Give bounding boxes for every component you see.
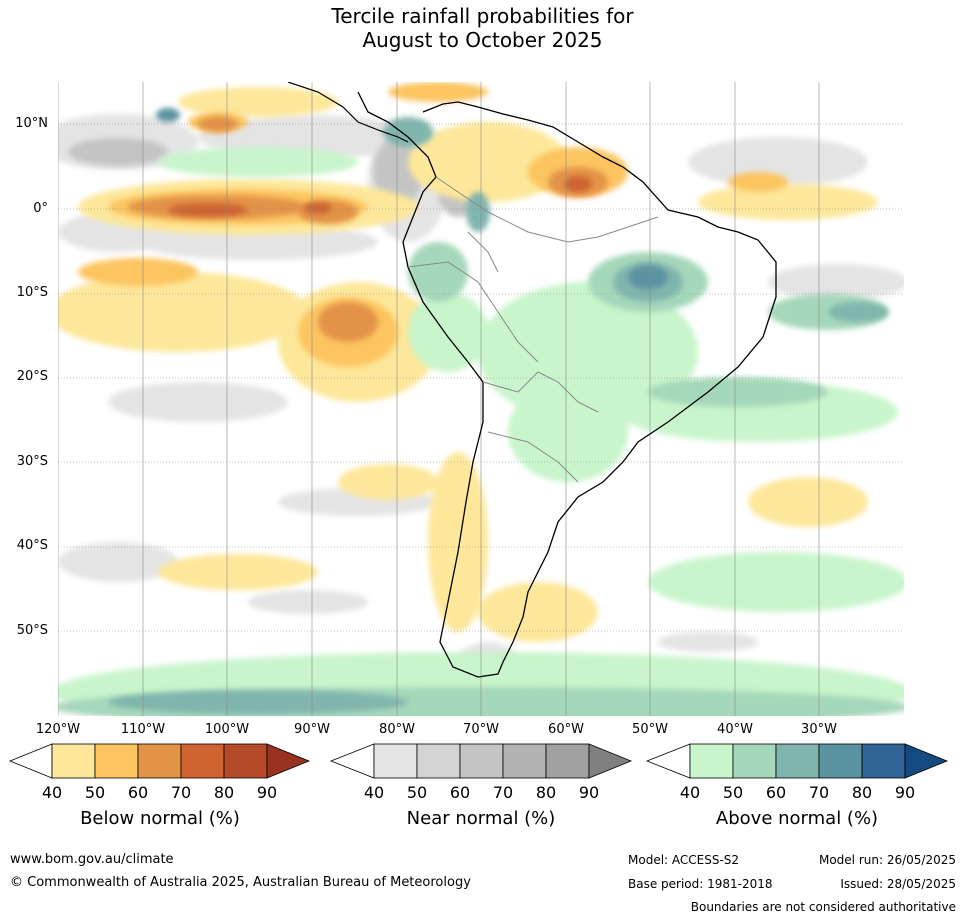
tick: 80 bbox=[213, 783, 235, 802]
colorbar-title-below: Below normal (%) bbox=[80, 808, 240, 829]
probability-map bbox=[58, 82, 904, 716]
lat-label-10n: 10°N bbox=[15, 116, 48, 131]
lat-label-50s: 50°S bbox=[16, 623, 48, 638]
lon-label-80w: 80°W bbox=[379, 722, 415, 737]
lon-label-50w: 50°W bbox=[632, 722, 668, 737]
map-svg bbox=[58, 82, 904, 716]
tick: 40 bbox=[363, 783, 385, 802]
lon-label-40w: 40°W bbox=[717, 722, 753, 737]
colorbar-below-normal bbox=[8, 743, 311, 779]
website-link[interactable]: www.bom.gov.au/climate bbox=[10, 852, 174, 867]
lon-label-60w: 60°W bbox=[548, 722, 584, 737]
lon-label-30w: 30°W bbox=[801, 722, 837, 737]
tick: 90 bbox=[578, 783, 600, 802]
lat-label-40s: 40°S bbox=[16, 538, 48, 553]
model-run-date: Model run: 26/05/2025 bbox=[818, 853, 956, 867]
tick: 40 bbox=[41, 783, 63, 802]
boundaries-disclaimer: Boundaries are not considered authoritat… bbox=[690, 900, 956, 914]
base-period: Base period: 1981-2018 bbox=[628, 877, 773, 891]
colorbar-title-above: Above normal (%) bbox=[715, 808, 879, 829]
tick: 50 bbox=[84, 783, 106, 802]
colorbar-title-near: Near normal (%) bbox=[406, 808, 556, 829]
graticule bbox=[58, 82, 904, 716]
title-line-1: Tercile rainfall probabilities for bbox=[331, 4, 634, 28]
issued-date: Issued: 28/05/2025 bbox=[840, 877, 956, 891]
model-name: Model: ACCESS-S2 bbox=[628, 853, 740, 867]
tick: 70 bbox=[492, 783, 514, 802]
lat-label-0: 0° bbox=[33, 201, 48, 216]
tick: 50 bbox=[722, 783, 744, 802]
lat-label-10s: 10°S bbox=[16, 285, 48, 300]
colorbar-above-normal bbox=[645, 743, 949, 779]
map-title: Tercile rainfall probabilities for Augus… bbox=[0, 4, 965, 52]
tick: 60 bbox=[765, 783, 787, 802]
tick: 70 bbox=[170, 783, 192, 802]
lon-label-100w: 100°W bbox=[204, 722, 250, 737]
lon-label-110w: 110°W bbox=[120, 722, 166, 737]
lon-label-90w: 90°W bbox=[294, 722, 330, 737]
tick: 70 bbox=[808, 783, 830, 802]
central-america-coastline bbox=[287, 82, 409, 143]
tick: 80 bbox=[535, 783, 557, 802]
tick: 90 bbox=[256, 783, 278, 802]
colorbar-near-normal bbox=[329, 743, 633, 779]
lon-label-70w: 70°W bbox=[463, 722, 499, 737]
tick: 80 bbox=[851, 783, 873, 802]
lat-label-20s: 20°S bbox=[16, 369, 48, 384]
tick: 60 bbox=[449, 783, 471, 802]
above-normal-regions bbox=[58, 147, 904, 716]
country-borders bbox=[407, 176, 659, 483]
copyright-text: © Commonwealth of Australia 2025, Austra… bbox=[10, 875, 471, 890]
tick: 40 bbox=[679, 783, 701, 802]
tick: 60 bbox=[127, 783, 149, 802]
colorbars bbox=[8, 743, 949, 779]
lat-label-30s: 30°S bbox=[16, 454, 48, 469]
tick: 90 bbox=[894, 783, 916, 802]
title-line-2: August to October 2025 bbox=[362, 28, 603, 52]
lon-label-120w: 120°W bbox=[35, 722, 81, 737]
tick: 50 bbox=[406, 783, 428, 802]
